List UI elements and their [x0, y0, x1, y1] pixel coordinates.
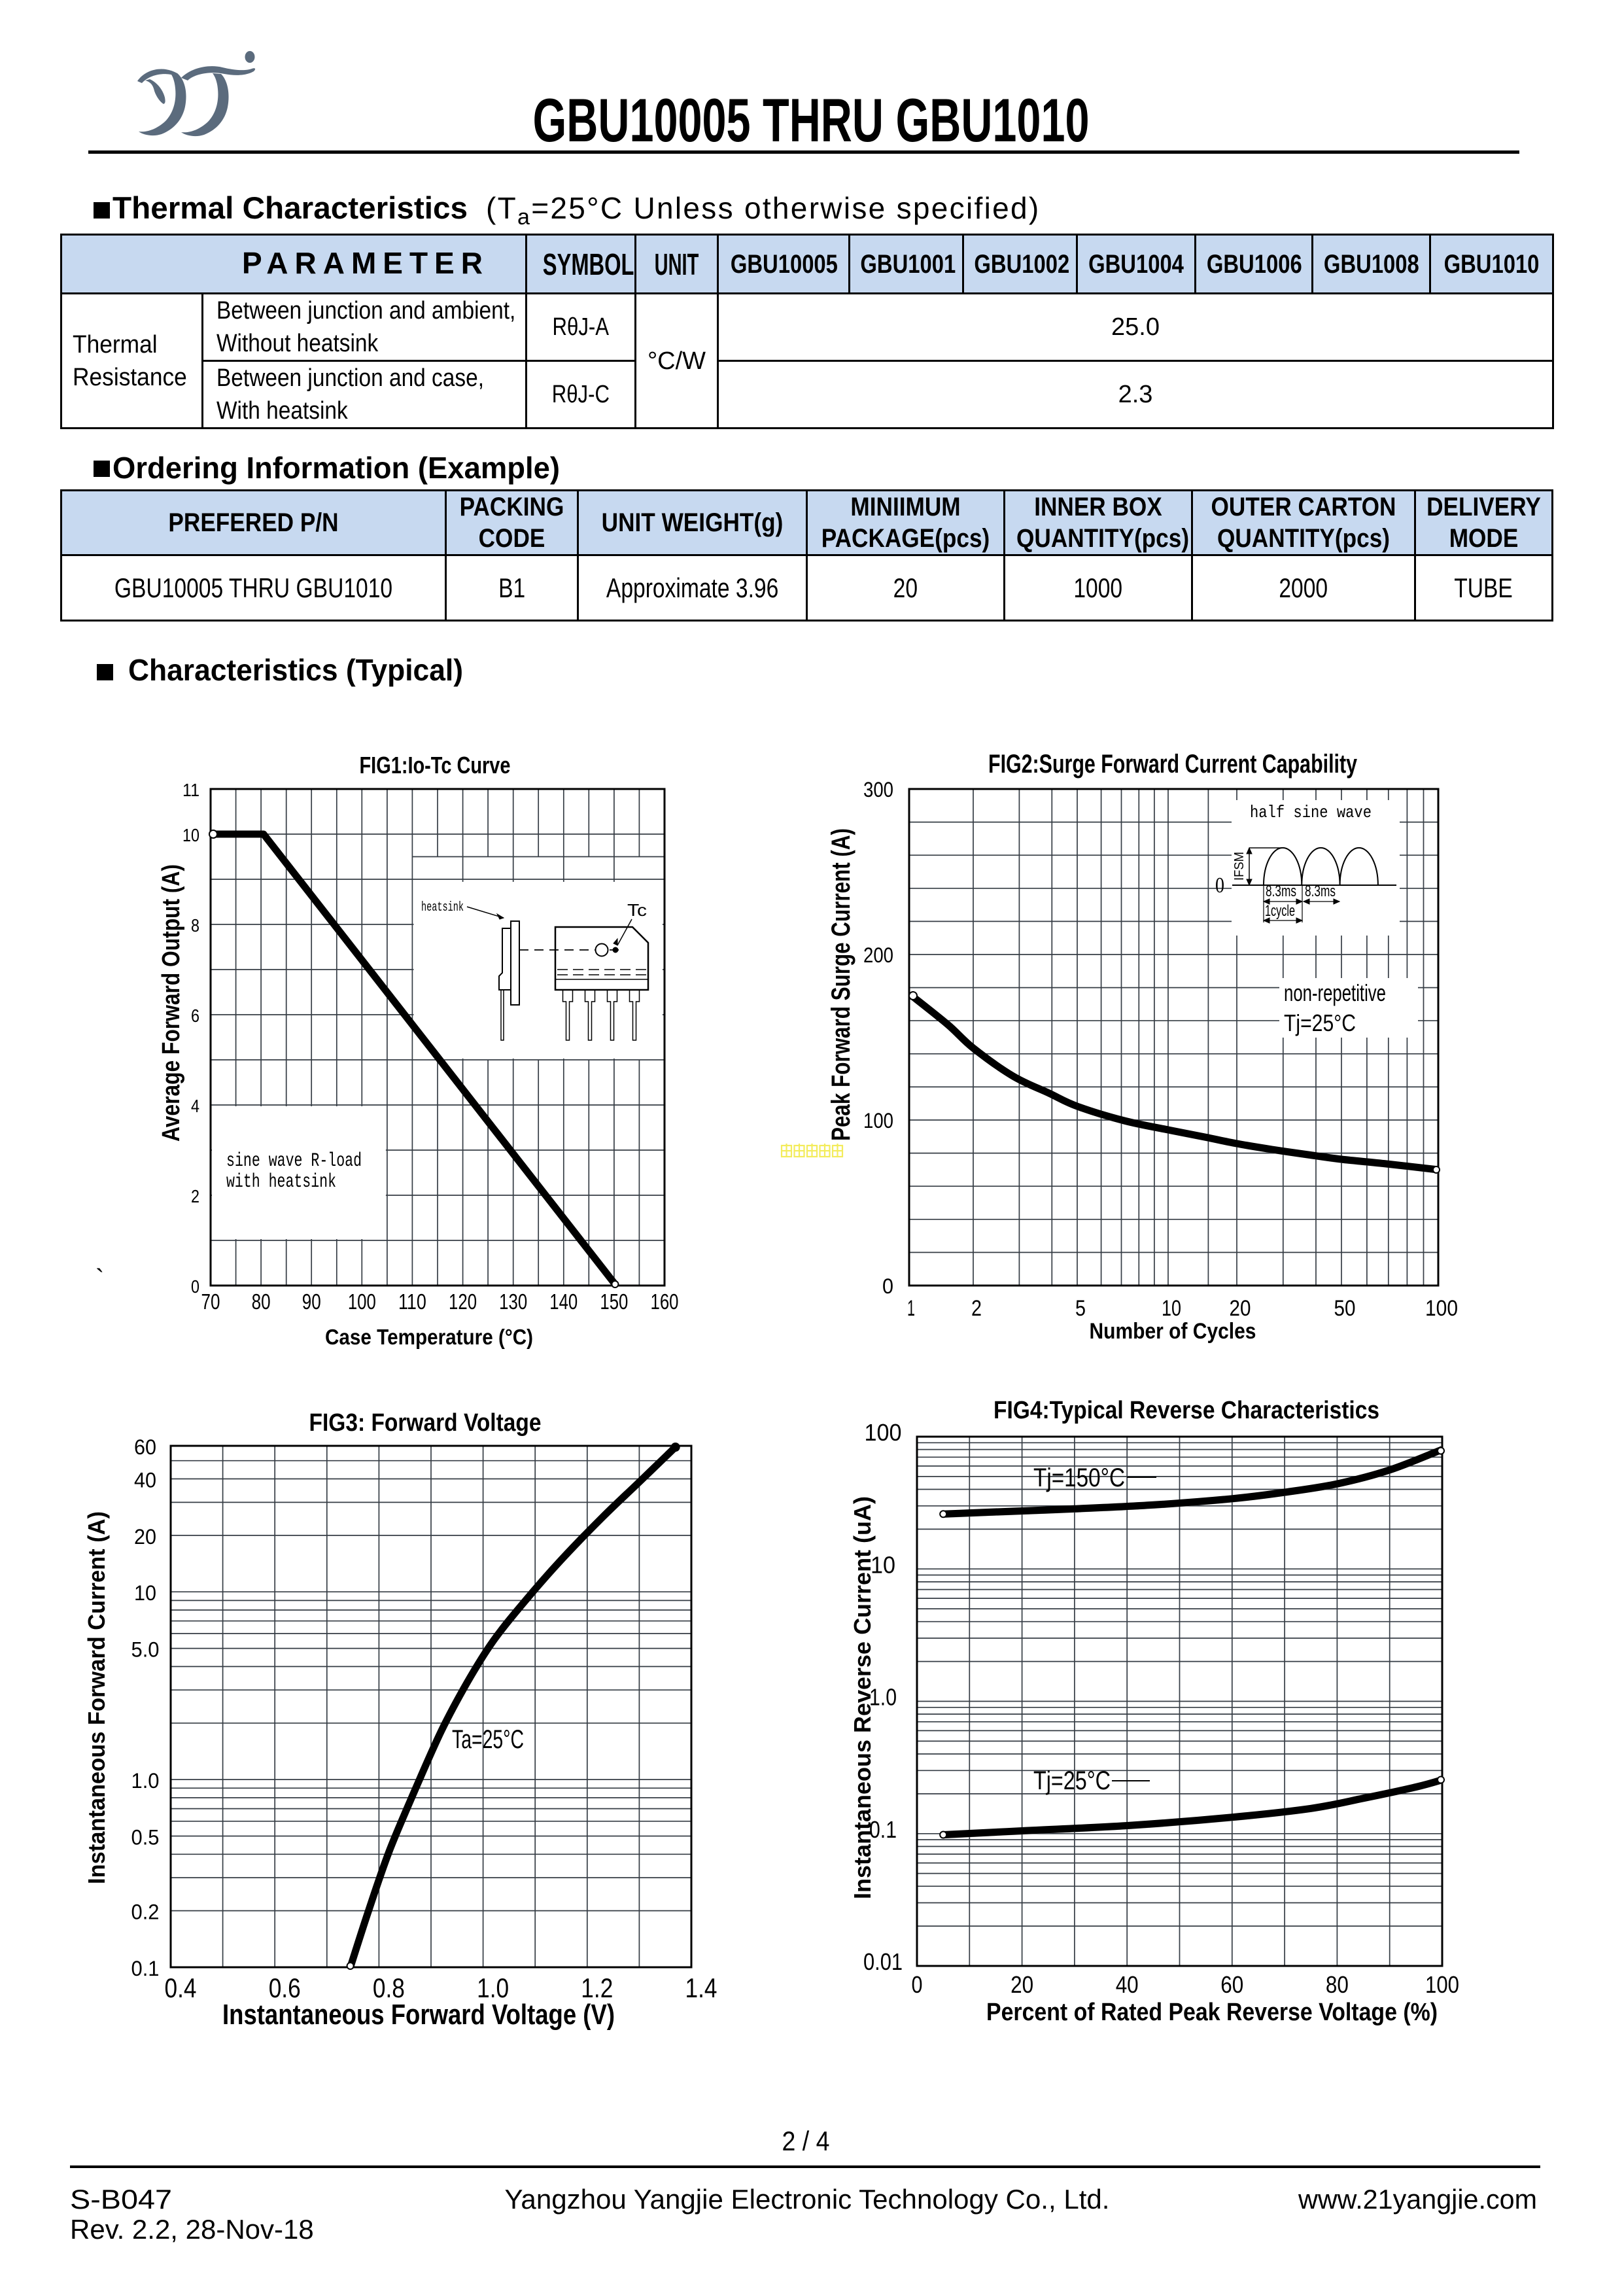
svg-text:Ta=25°C: Ta=25°C — [452, 1725, 524, 1754]
svg-text:10: 10 — [182, 825, 199, 845]
svg-text:sine wave R-load: sine wave R-load — [226, 1150, 362, 1172]
svg-text:1: 1 — [907, 1296, 915, 1321]
svg-text:Peak Forward Surge Current (A): Peak Forward Surge Current (A) — [827, 828, 855, 1141]
svg-text:FIG2:Surge Forward Current Cap: FIG2:Surge Forward Current Capability — [988, 750, 1358, 779]
svg-text:www.21yangjie.com: www.21yangjie.com — [1298, 2184, 1537, 2215]
svg-text:0: 0 — [912, 1971, 923, 1998]
svg-text:Percent of Rated Peak Reverse: Percent of Rated Peak Reverse Voltage (%… — [986, 1999, 1438, 2026]
svg-text:2: 2 — [971, 1296, 982, 1321]
svg-text:100: 100 — [1425, 1971, 1459, 1998]
svg-text:S-B047: S-B047 — [70, 2184, 172, 2215]
svg-text:100: 100 — [348, 1289, 376, 1314]
svg-text:140: 140 — [549, 1289, 578, 1314]
svg-text:0.1: 0.1 — [869, 1816, 897, 1843]
svg-text:4: 4 — [191, 1096, 199, 1116]
svg-text:1.0: 1.0 — [131, 1769, 160, 1793]
svg-text:1.2: 1.2 — [581, 1972, 613, 2003]
svg-text:0.6: 0.6 — [269, 1972, 301, 2003]
svg-text:Ordering Information (Example): Ordering Information (Example) — [112, 451, 560, 485]
svg-text:(Ta=25°C Unless otherwise spec: (Ta=25°C Unless otherwise specified) — [486, 191, 1040, 230]
svg-text:Tj=25°C: Tj=25°C — [1284, 1009, 1356, 1036]
svg-text:0: 0 — [882, 1274, 893, 1298]
svg-text:20: 20 — [134, 1525, 156, 1549]
svg-text:110: 110 — [398, 1289, 426, 1314]
svg-text:20: 20 — [1230, 1296, 1251, 1321]
svg-text:GBU10005 THRU GBU1010: GBU10005 THRU GBU1010 — [533, 86, 1090, 154]
svg-text:0.5: 0.5 — [131, 1825, 160, 1849]
svg-text:Instantaneous Forward Current: Instantaneous Forward Current (A) — [83, 1511, 110, 1884]
svg-text:8.3ms: 8.3ms — [1305, 883, 1336, 900]
svg-text:heatsink: heatsink — [421, 900, 464, 915]
svg-text:120: 120 — [449, 1289, 477, 1314]
svg-text:130: 130 — [499, 1289, 527, 1314]
svg-text:0.8: 0.8 — [373, 1972, 405, 2003]
svg-text:FIG1:Io-Tc Curve: FIG1:Io-Tc Curve — [360, 752, 511, 779]
svg-text:5.0: 5.0 — [131, 1638, 160, 1662]
svg-text:300: 300 — [863, 778, 893, 801]
svg-text:0.1: 0.1 — [131, 1957, 160, 1980]
svg-text:5: 5 — [1075, 1296, 1086, 1321]
svg-text:40: 40 — [134, 1469, 156, 1492]
svg-text:FIG3: Forward Voltage: FIG3: Forward Voltage — [309, 1409, 542, 1437]
svg-text:1.4: 1.4 — [685, 1972, 717, 2003]
svg-text:60: 60 — [1220, 1971, 1243, 1998]
svg-text:non-repetitive: non-repetitive — [1284, 979, 1386, 1006]
svg-text:half sine wave: half sine wave — [1250, 803, 1372, 822]
svg-text:2: 2 — [191, 1186, 199, 1206]
svg-text:1cycle: 1cycle — [1265, 902, 1295, 920]
svg-text:80: 80 — [1326, 1971, 1349, 1998]
svg-text:1.0: 1.0 — [869, 1684, 897, 1711]
svg-text:60: 60 — [134, 1435, 156, 1459]
svg-text:Number of Cycles: Number of Cycles — [1090, 1319, 1256, 1344]
svg-text:20: 20 — [1011, 1971, 1033, 1998]
svg-text:Average Forward Output (A): Average Forward Output (A) — [158, 864, 185, 1142]
svg-text:10: 10 — [134, 1581, 156, 1605]
svg-text:50: 50 — [1334, 1296, 1356, 1321]
svg-text:`: ` — [95, 1265, 104, 1293]
svg-text:Tc: Tc — [627, 900, 647, 920]
svg-text:0.2: 0.2 — [131, 1901, 160, 1924]
svg-text:100: 100 — [863, 1109, 893, 1132]
svg-text:70: 70 — [201, 1289, 220, 1314]
svg-text:0.01: 0.01 — [863, 1948, 903, 1975]
svg-text:100: 100 — [865, 1419, 902, 1446]
svg-text:IFSM: IFSM — [1232, 852, 1247, 881]
svg-text:Characteristics (Typical): Characteristics (Typical) — [128, 653, 463, 687]
svg-text:0: 0 — [1215, 873, 1224, 898]
svg-text:Yangzhou Yangjie Electronic Te: Yangzhou Yangjie Electronic Technology C… — [505, 2184, 1110, 2215]
svg-text:8: 8 — [191, 915, 199, 936]
svg-text:Thermal Characteristics: Thermal Characteristics — [112, 190, 468, 225]
svg-text:0: 0 — [191, 1276, 199, 1297]
svg-text:160: 160 — [651, 1289, 679, 1314]
svg-text:Case Temperature (°C): Case Temperature (°C) — [325, 1325, 533, 1349]
svg-text:10: 10 — [1162, 1296, 1181, 1321]
svg-text:1.0: 1.0 — [477, 1972, 509, 2003]
svg-text:11: 11 — [182, 780, 199, 800]
svg-text:6: 6 — [191, 1006, 199, 1026]
svg-text:100: 100 — [1425, 1296, 1458, 1321]
svg-text:10: 10 — [871, 1551, 895, 1578]
svg-text:200: 200 — [863, 943, 893, 967]
svg-text:8.3ms: 8.3ms — [1266, 883, 1296, 900]
svg-text:150: 150 — [600, 1289, 628, 1314]
svg-text:Instantaneous Reverse Current: Instantaneous Reverse Current (uA) — [849, 1496, 876, 1899]
svg-text:Tj=150°C: Tj=150°C — [1033, 1463, 1125, 1492]
svg-text:with heatsink: with heatsink — [226, 1171, 336, 1193]
svg-text:80: 80 — [252, 1289, 271, 1314]
svg-text:FIG4:Typical Reverse Character: FIG4:Typical Reverse Characteristics — [993, 1397, 1379, 1424]
svg-text:Tj=25°C: Tj=25°C — [1033, 1766, 1111, 1795]
svg-text:0.4: 0.4 — [165, 1972, 197, 2003]
svg-text:2 / 4: 2 / 4 — [782, 2126, 830, 2156]
svg-text:40: 40 — [1116, 1971, 1139, 1998]
svg-text:Instantaneous Forward Voltage: Instantaneous Forward Voltage (V) — [222, 1999, 615, 2031]
svg-text:90: 90 — [302, 1289, 321, 1314]
svg-text:Rev. 2.2, 28-Nov-18: Rev. 2.2, 28-Nov-18 — [70, 2214, 314, 2245]
